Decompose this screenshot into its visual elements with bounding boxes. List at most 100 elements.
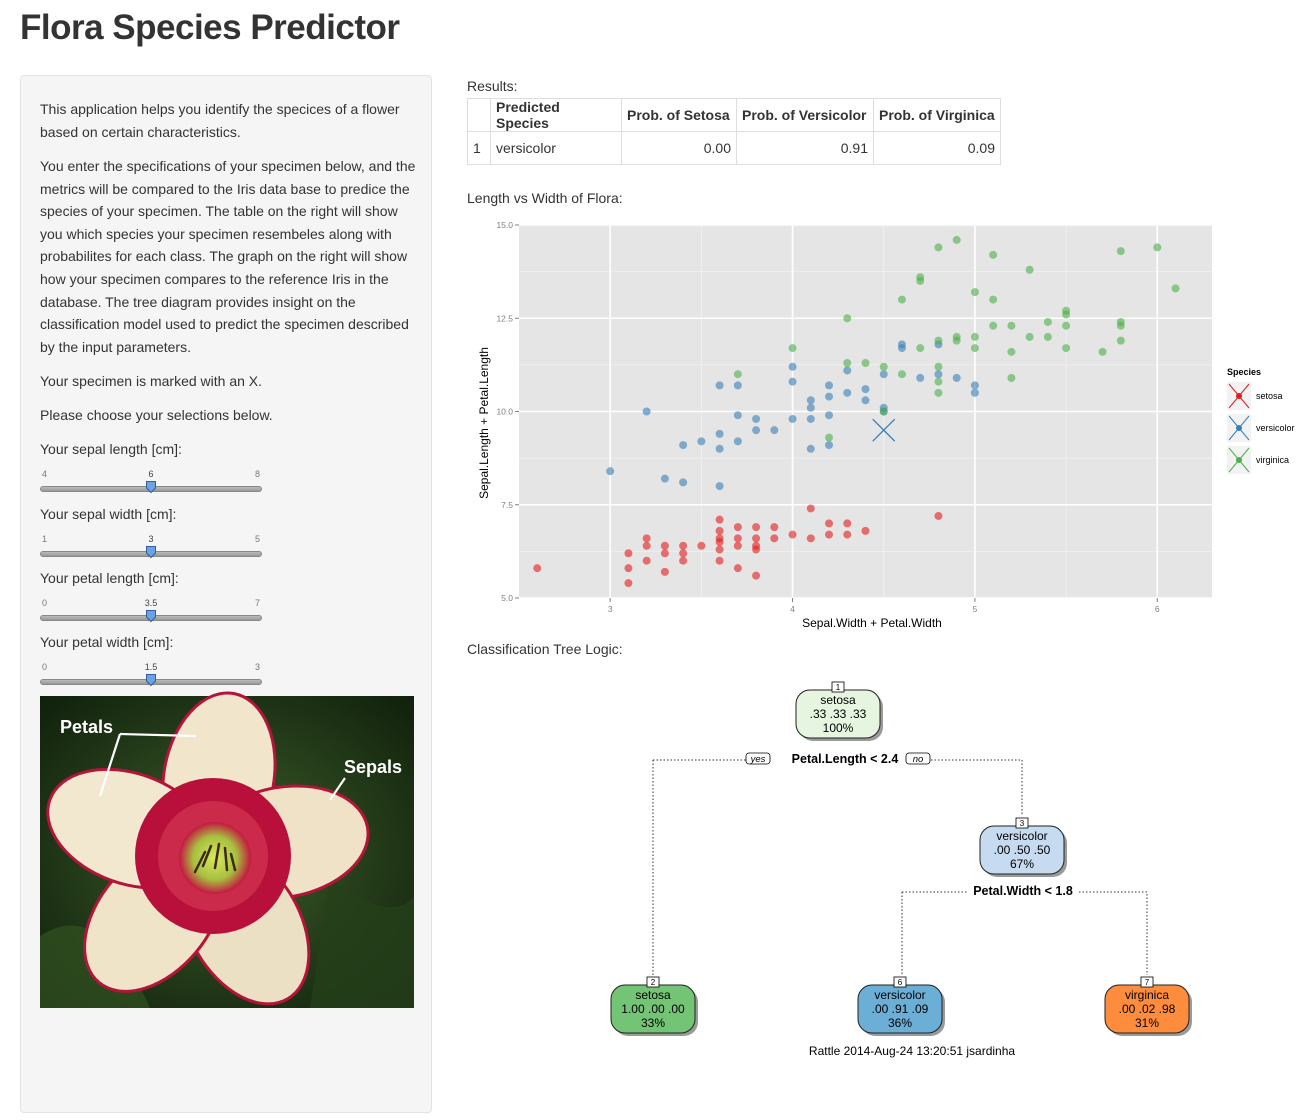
specimen-note: Your specimen is marked with an X. <box>40 373 263 389</box>
slider-handle[interactable] <box>146 674 156 687</box>
versicolor-point <box>952 373 961 382</box>
virginica-point <box>897 370 906 379</box>
setosa-point <box>825 519 834 528</box>
virginica-point <box>1116 336 1125 345</box>
x-tick-label: 5 <box>973 604 978 614</box>
node-id: 7 <box>1145 978 1150 987</box>
virginica-point <box>861 359 870 368</box>
virginica-point <box>825 433 834 442</box>
versicolor-point <box>897 340 906 349</box>
slider-handle[interactable] <box>146 546 156 559</box>
petal-length-slider[interactable]: Your petal length [cm]: 0 7 3.5 <box>40 570 262 630</box>
versicolor-point <box>806 396 815 405</box>
node-percent: 67% <box>1010 857 1034 871</box>
description-paragraph: You enter the specifications of your spe… <box>40 158 416 355</box>
classification-tree: Petal.Length < 2.4 Petal.Width < 1.8 yes… <box>610 681 1192 1058</box>
slider-value-label: 6 <box>148 469 154 479</box>
slider-min-label: 0 <box>42 598 48 608</box>
node-probs: .00 .02 .98 <box>1119 1002 1176 1016</box>
yes-tag <box>745 752 771 765</box>
setosa-point <box>770 523 779 532</box>
slider-value-label: 1.5 <box>144 662 158 672</box>
petal-width-slider[interactable]: Your petal width [cm]: 0 3 1.5 <box>40 634 262 694</box>
sepal-length-slider[interactable]: Your sepal length [cm]: 4 8 6 <box>40 441 262 501</box>
node-id-tag <box>646 976 660 988</box>
virginica-point <box>916 273 925 282</box>
column-header-index <box>467 98 491 132</box>
slider-min-label: 4 <box>42 469 48 479</box>
setosa-point <box>660 541 669 550</box>
specimen-stroke <box>872 418 896 442</box>
versicolor-point <box>697 437 706 446</box>
setosa-point <box>861 526 870 535</box>
setosa-point <box>642 534 651 543</box>
slider-handle[interactable] <box>146 481 156 494</box>
y-tick-label: 10.0 <box>496 407 513 417</box>
setosa-point <box>533 564 542 573</box>
setosa-point <box>752 523 761 532</box>
node-id-tag <box>1015 817 1029 829</box>
setosa-point <box>806 534 815 543</box>
legend-dot <box>1236 425 1242 431</box>
versicolor-point <box>715 444 724 453</box>
table-row: 1 versicolor 0.00 0.91 0.09 <box>467 131 1001 165</box>
tree-footer: Rattle 2014-Aug-24 13:20:51 jsardinha <box>809 1044 1015 1058</box>
setosa-point <box>679 556 688 565</box>
virginica-point <box>843 314 852 323</box>
slider-max-label: 5 <box>254 534 260 544</box>
sepal-width-slider[interactable]: Your sepal width [cm]: 1 5 3 <box>40 506 262 566</box>
plot-legend: Species setosa versicolor virginica <box>1227 367 1295 474</box>
setosa-point <box>642 556 651 565</box>
slider-handle[interactable] <box>146 610 156 623</box>
predicted-species-cell: versicolor <box>490 131 622 165</box>
slider-min-label: 0 <box>42 662 48 672</box>
node-probs: 1.00 .00 .00 <box>621 1002 685 1016</box>
setosa-point <box>733 564 742 573</box>
versicolor-point <box>715 381 724 390</box>
y-tick-label: 12.5 <box>496 313 513 323</box>
setosa-point <box>715 556 724 565</box>
versicolor-point <box>825 381 834 390</box>
versicolor-point <box>733 411 742 420</box>
virginica-point <box>1025 265 1034 274</box>
column-header-prob-versicolor: Prob. of Versicolor <box>736 98 874 132</box>
setosa-point <box>697 541 706 550</box>
node-id: 6 <box>898 978 903 987</box>
virginica-point <box>934 243 943 252</box>
setosa-point <box>679 549 688 558</box>
setosa-point <box>715 545 724 554</box>
virginica-point <box>989 321 998 330</box>
virginica-point <box>970 332 979 341</box>
slider-value-label: 3 <box>148 534 154 544</box>
versicolor-point <box>879 370 888 379</box>
versicolor-point <box>642 407 651 416</box>
yes-label: yes <box>750 754 766 765</box>
slider-value-label: 3.5 <box>144 598 158 608</box>
no-label: no <box>913 754 924 765</box>
setosa-point <box>660 549 669 558</box>
versicolor-point <box>733 437 742 446</box>
versicolor-point <box>752 414 761 423</box>
legend-label: virginica <box>1256 455 1289 465</box>
column-header-prob-setosa: Prob. of Setosa <box>621 98 737 132</box>
versicolor-point <box>825 441 834 450</box>
versicolor-point <box>970 381 979 390</box>
split-label-petal-width: Petal.Width < 1.8 <box>973 884 1073 898</box>
node-class: virginica <box>1125 988 1169 1002</box>
virginica-point <box>1043 332 1052 341</box>
virginica-point <box>733 370 742 379</box>
node-class: versicolor <box>996 829 1047 843</box>
prob-virginica-cell: 0.09 <box>873 131 1001 165</box>
virginica-point <box>843 359 852 368</box>
virginica-point <box>1062 344 1071 353</box>
split-label-petal-length: Petal.Length < 2.4 <box>792 752 899 766</box>
versicolor-point <box>679 478 688 487</box>
node-probs: .33 .33 .33 <box>810 707 867 721</box>
virginica-point <box>897 295 906 304</box>
versicolor-point <box>825 392 834 401</box>
node-id-tag <box>831 681 845 693</box>
setosa-point <box>825 530 834 539</box>
